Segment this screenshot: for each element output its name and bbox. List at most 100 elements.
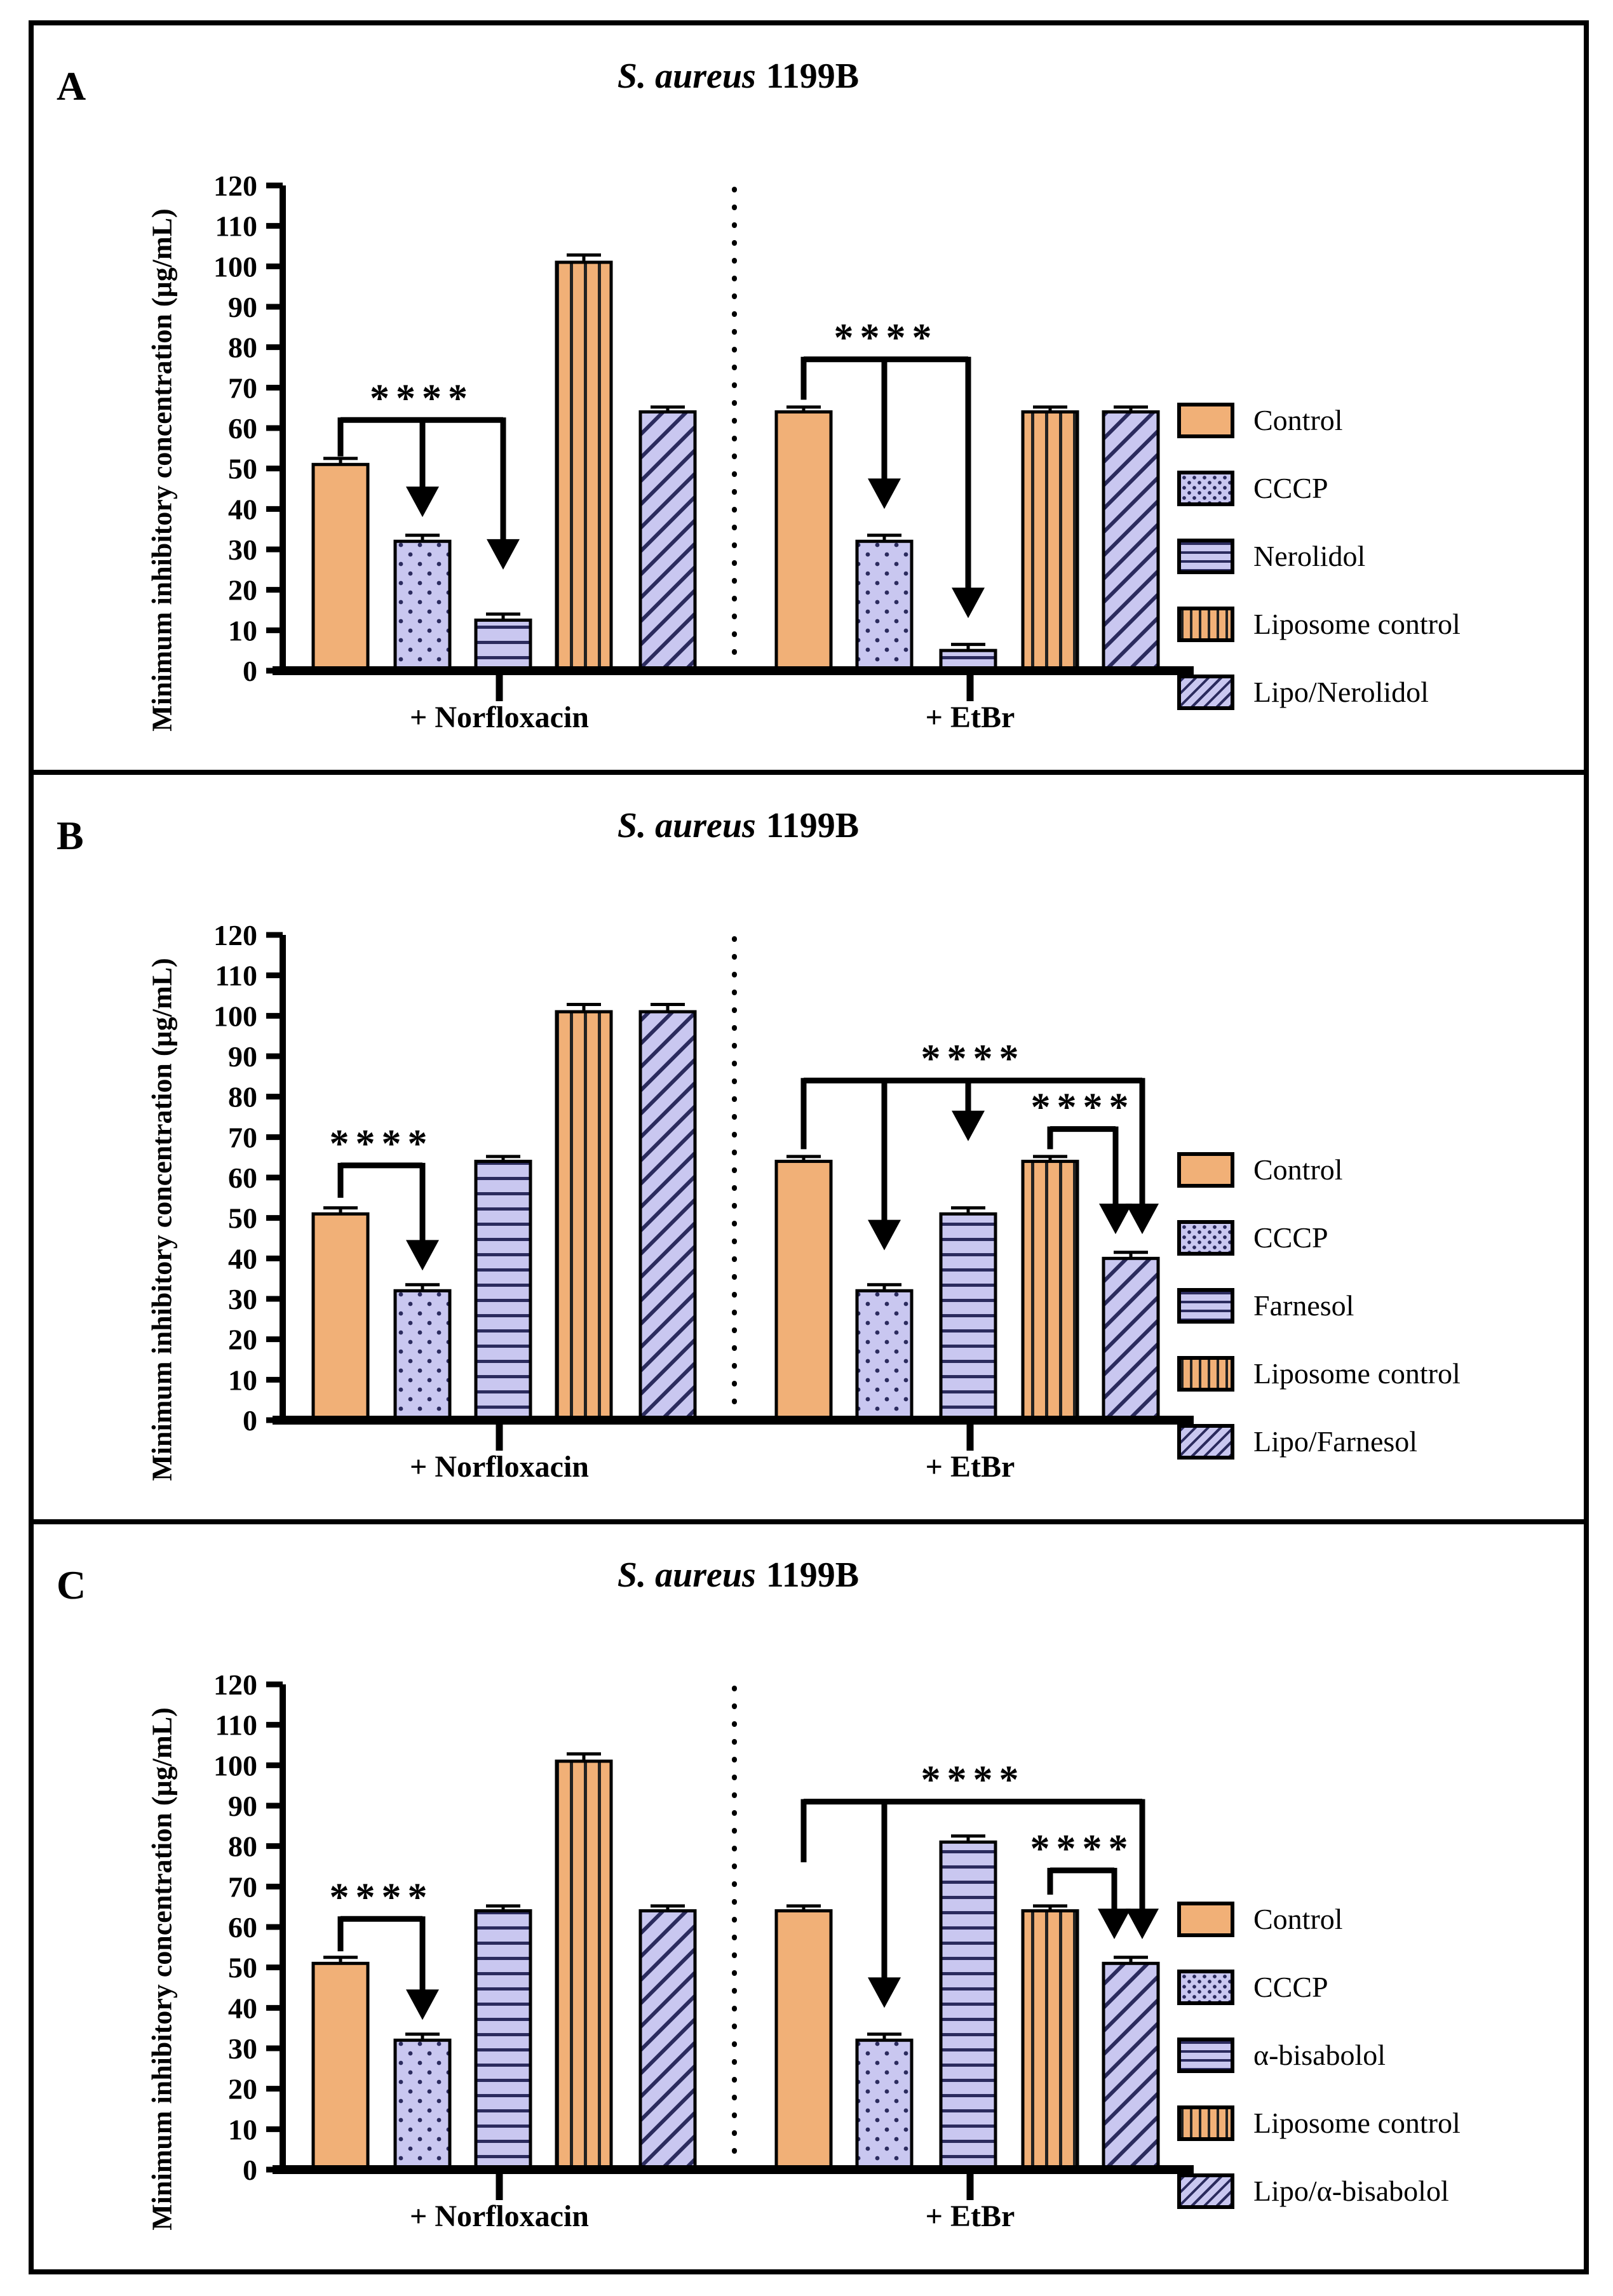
y-tick-label: 50 bbox=[228, 1952, 257, 1984]
y-tick-label: 40 bbox=[228, 1242, 257, 1275]
legend-item-lipo-nerolidol: Lipo/Nerolidol bbox=[1177, 658, 1584, 726]
legend-item-control: Control bbox=[1177, 1885, 1584, 1953]
y-tick-label: 90 bbox=[228, 1790, 257, 1822]
arrow-down-icon bbox=[1126, 1909, 1159, 1940]
chart-title: S. aureus 1199B bbox=[34, 805, 1443, 846]
legend-swatch-liposome-control bbox=[1177, 1355, 1234, 1392]
y-tick-label: 120 bbox=[213, 919, 257, 951]
x-group-label-norfloxacin: + Norfloxacin bbox=[410, 2199, 589, 2233]
legend-label: CCCP bbox=[1253, 1221, 1328, 1254]
y-tick-label: 20 bbox=[228, 1324, 257, 1356]
y-tick-label: 70 bbox=[228, 1870, 257, 1903]
legend-swatch-control bbox=[1177, 1901, 1234, 1937]
y-tick-label: 80 bbox=[228, 332, 257, 364]
y-tick-label: 0 bbox=[243, 655, 257, 687]
arrow-down-icon bbox=[406, 487, 439, 518]
legend-label: Liposome control bbox=[1253, 2107, 1461, 2139]
bar-g0-s0 bbox=[313, 1963, 368, 2170]
panel-letter: A bbox=[57, 64, 86, 109]
y-tick-label: 40 bbox=[228, 1992, 257, 2024]
chart-title-strain: 1199B bbox=[766, 806, 860, 845]
legend-item-liposome-control: Liposome control bbox=[1177, 1339, 1584, 1407]
arrow-down-icon bbox=[487, 539, 520, 570]
legend-swatch-farnesol bbox=[1177, 1287, 1234, 1324]
y-tick-label: 30 bbox=[228, 1283, 257, 1315]
y-tick-label: 100 bbox=[213, 250, 257, 283]
legend-item-lipo-farnesol: Lipo/Farnesol bbox=[1177, 1407, 1584, 1475]
legend-item-cccp: CCCP bbox=[1177, 454, 1584, 522]
y-tick-label: 10 bbox=[228, 2113, 257, 2145]
y-tick-label: 40 bbox=[228, 493, 257, 525]
legend: Control CCCP Nerolidol Liposome control … bbox=[1177, 386, 1584, 726]
bar-g0-s0 bbox=[313, 1214, 368, 1420]
legend-swatch-lipo-bisabolol bbox=[1177, 2173, 1234, 2209]
legend-label: Lipo/Farnesol bbox=[1253, 1425, 1418, 1458]
panel-b: 0 10 20 30 40 50 60 70 80 90 100 110 120 **** **** ****… bbox=[34, 775, 1584, 1519]
panel-c: 0 10 20 30 40 50 60 70 80 90 100 110 120 **** **** ****… bbox=[34, 1524, 1584, 2269]
significance-stars: **** bbox=[921, 1759, 1025, 1802]
y-tick-label: 0 bbox=[243, 2154, 257, 2186]
y-axis-label: Minimum inhibitory concentration (µg/mL) bbox=[146, 958, 178, 1481]
legend-label: Control bbox=[1253, 404, 1343, 436]
x-group-label-norfloxacin: + Norfloxacin bbox=[410, 1450, 589, 1484]
significance-stars: **** bbox=[834, 316, 938, 359]
x-group-label-etbr: + EtBr bbox=[925, 2199, 1015, 2233]
legend: Control CCCP Farnesol Liposome control L… bbox=[1177, 1136, 1584, 1475]
chart-title: S. aureus 1199B bbox=[34, 56, 1443, 97]
legend-swatch-lipo-nerolidol bbox=[1177, 674, 1234, 710]
legend-item-control: Control bbox=[1177, 386, 1584, 454]
legend-item-farnesol: Farnesol bbox=[1177, 1272, 1584, 1339]
y-tick-label: 30 bbox=[228, 534, 257, 566]
y-tick-label: 50 bbox=[228, 453, 257, 485]
x-group-label-norfloxacin: + Norfloxacin bbox=[410, 701, 589, 734]
y-tick-label: 50 bbox=[228, 1202, 257, 1235]
y-tick-label: 30 bbox=[228, 2032, 257, 2065]
y-tick-label: 110 bbox=[215, 210, 257, 243]
legend-label: Lipo/Nerolidol bbox=[1253, 676, 1429, 708]
y-tick-label: 20 bbox=[228, 574, 257, 607]
chart-title-species: S. aureus bbox=[617, 806, 756, 845]
chart-title-species: S. aureus bbox=[617, 1555, 756, 1595]
arrow-down-icon bbox=[1126, 1204, 1159, 1235]
legend-label: Liposome control bbox=[1253, 608, 1461, 640]
arrow-down-icon bbox=[952, 1110, 985, 1141]
legend-label: Liposome control bbox=[1253, 1357, 1461, 1390]
chart-A: 0 10 20 30 40 50 60 70 80 90 100 110 120 **** **** bbox=[213, 170, 1194, 701]
legend-item-lipo-bisabolol: Lipo/α-bisabolol bbox=[1177, 2157, 1584, 2225]
significance-stars: **** bbox=[1030, 1827, 1135, 1870]
legend-item-bisabolol: α-bisabolol bbox=[1177, 2021, 1584, 2089]
legend-item-cccp: CCCP bbox=[1177, 1204, 1584, 1272]
legend: Control CCCP α-bisabolol Liposome contro… bbox=[1177, 1885, 1584, 2225]
significance-stars: **** bbox=[330, 1122, 434, 1165]
legend-label: α-bisabolol bbox=[1253, 2039, 1386, 2071]
arrow-down-icon bbox=[406, 1989, 439, 2020]
legend-item-control: Control bbox=[1177, 1136, 1584, 1204]
y-tick-label: 60 bbox=[228, 1162, 257, 1194]
legend-swatch-control bbox=[1177, 402, 1234, 438]
legend-label: Control bbox=[1253, 1903, 1343, 1935]
arrow-down-icon bbox=[952, 587, 985, 619]
y-tick-label: 100 bbox=[213, 1749, 257, 1782]
legend-item-liposome-control: Liposome control bbox=[1177, 590, 1584, 658]
significance-stars: **** bbox=[330, 1876, 434, 1919]
legend-swatch-control bbox=[1177, 1151, 1234, 1188]
legend-swatch-liposome-control bbox=[1177, 606, 1234, 642]
y-tick-label: 70 bbox=[228, 1121, 257, 1153]
y-tick-label: 100 bbox=[213, 1000, 257, 1032]
x-group-label-etbr: + EtBr bbox=[925, 1450, 1015, 1484]
arrow-down-icon bbox=[1098, 1909, 1131, 1940]
panel-divider bbox=[34, 770, 1584, 775]
legend-swatch-liposome-control bbox=[1177, 2105, 1234, 2141]
y-tick-label: 10 bbox=[228, 614, 257, 647]
figure-frame: 0 10 20 30 40 50 60 70 80 90 100 110 120 **** **** A S… bbox=[29, 20, 1589, 2274]
chart-title-species: S. aureus bbox=[617, 57, 756, 96]
y-tick-label: 110 bbox=[215, 960, 257, 992]
legend-swatch-cccp bbox=[1177, 1969, 1234, 2005]
bar-g1-s0 bbox=[776, 1910, 831, 2170]
legend-label: Farnesol bbox=[1253, 1289, 1354, 1322]
y-tick-label: 120 bbox=[213, 170, 257, 202]
arrow-down-icon bbox=[868, 1977, 901, 2008]
bar-g1-s0 bbox=[776, 412, 831, 671]
legend-swatch-bisabolol bbox=[1177, 2037, 1234, 2073]
